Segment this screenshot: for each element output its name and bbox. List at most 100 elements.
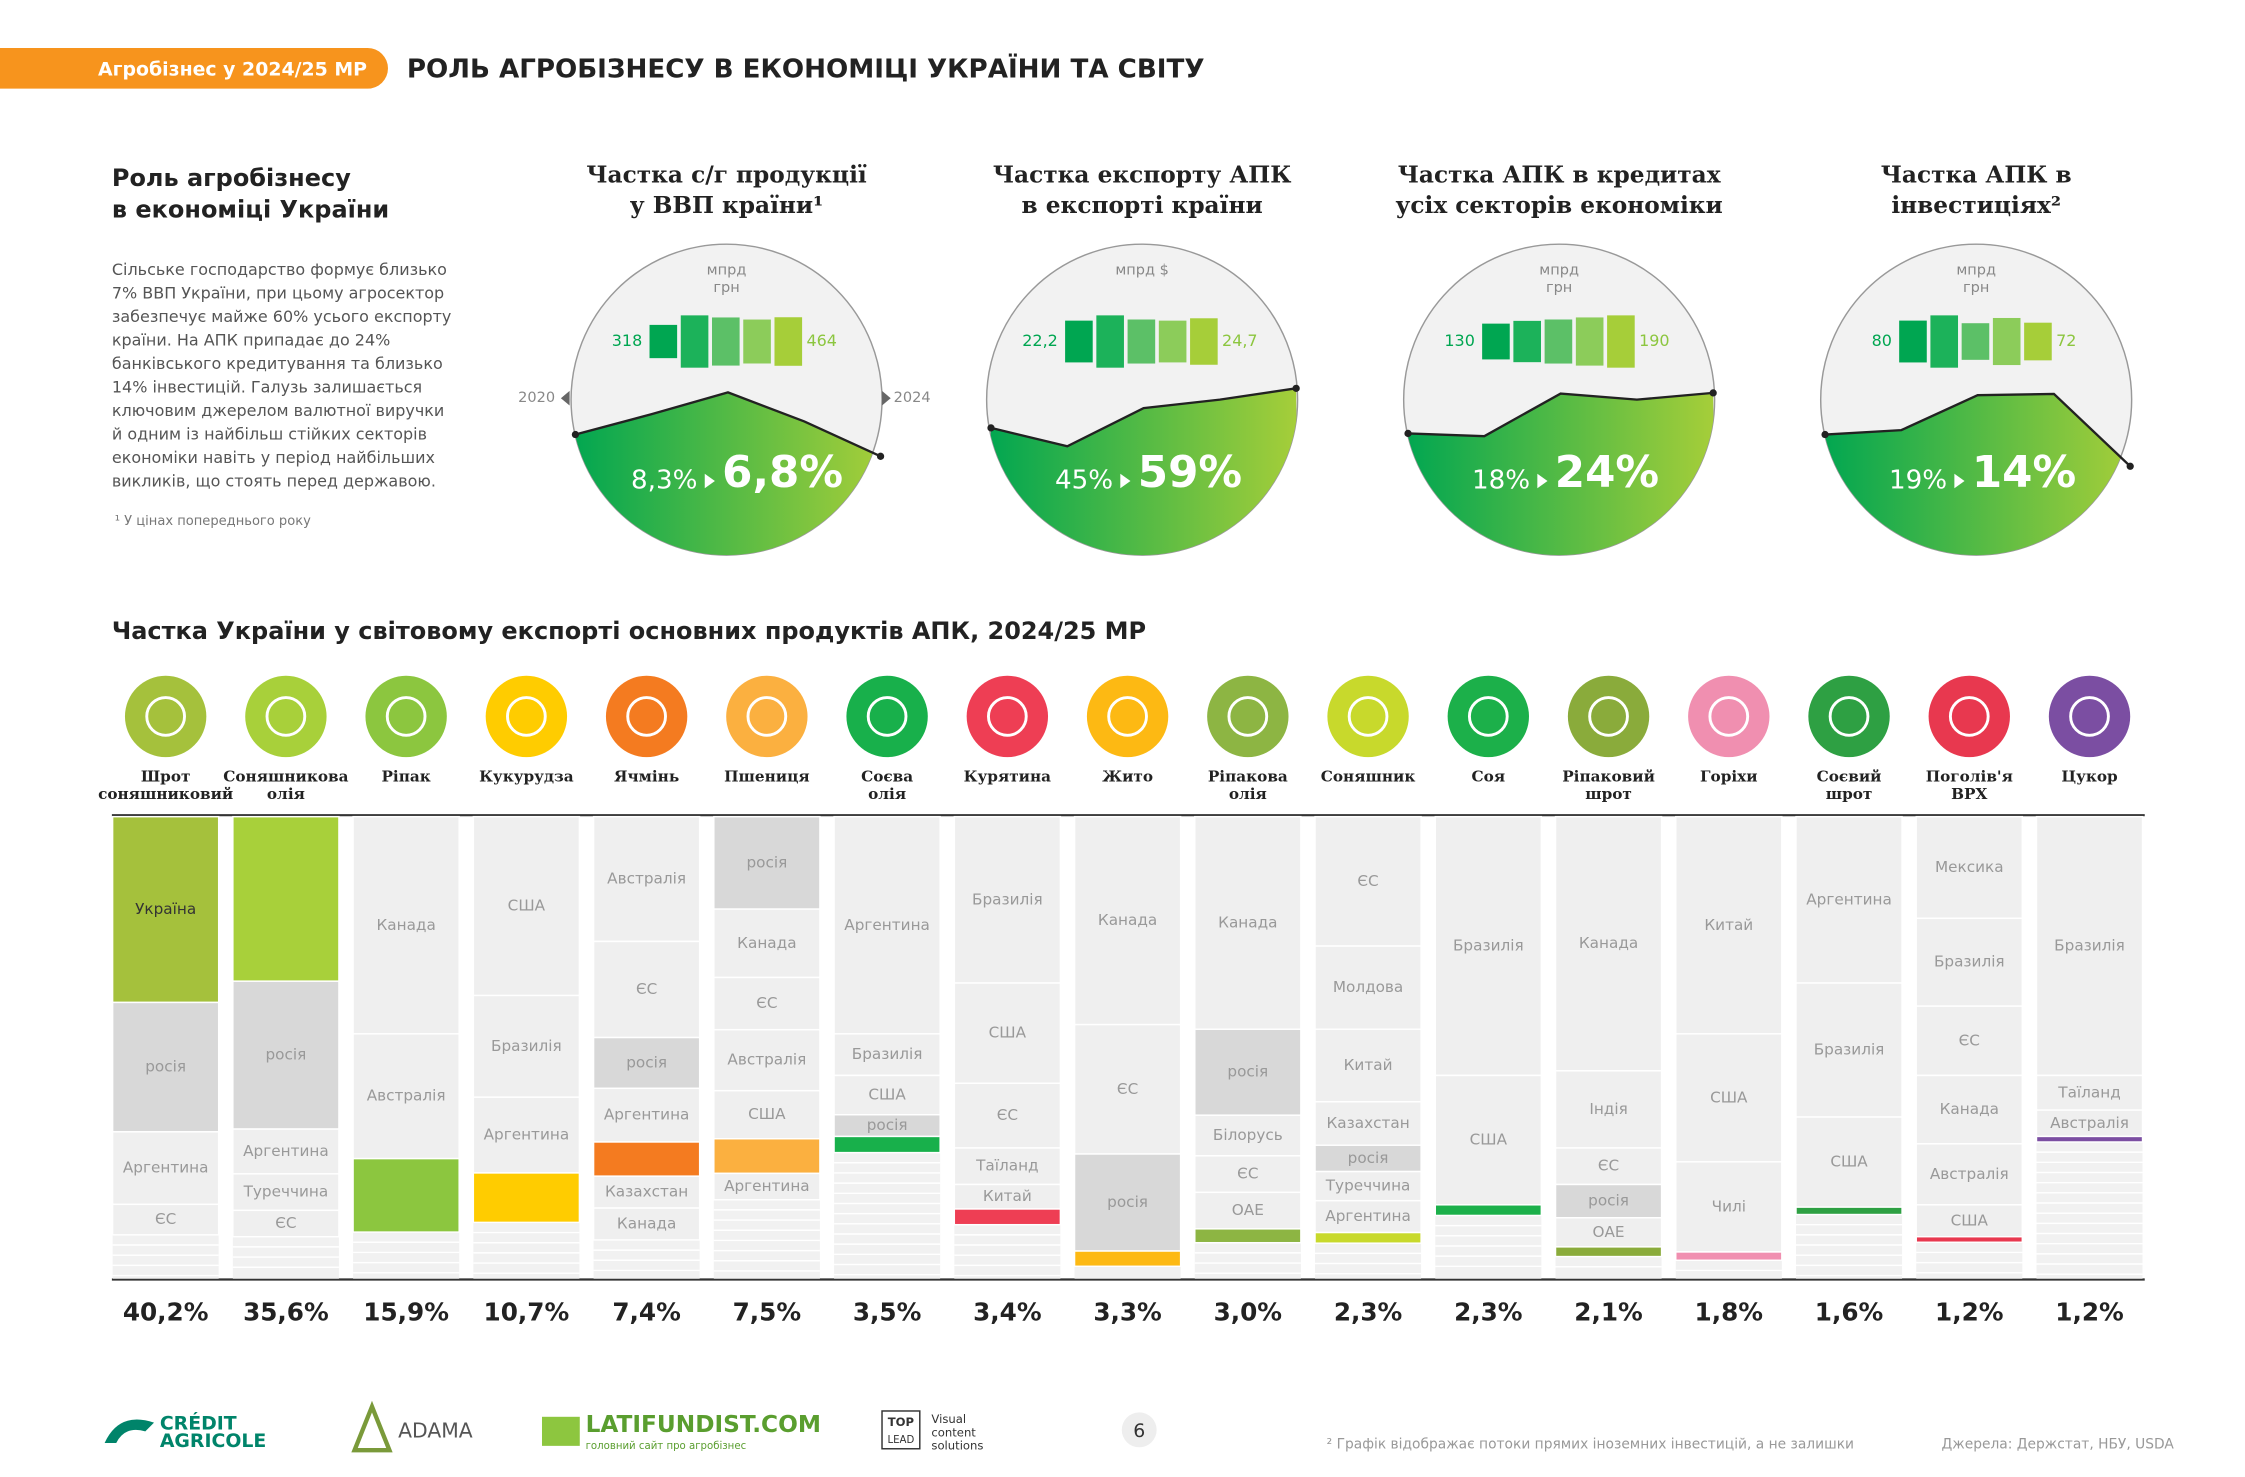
segment-label: Аргентина bbox=[604, 1106, 690, 1124]
share-label: 7,4% bbox=[612, 1298, 680, 1327]
header-tag: Агробізнес у 2024/25 МР bbox=[98, 58, 367, 80]
mini-bar bbox=[1158, 320, 1187, 363]
logo: ADAMA bbox=[398, 1418, 473, 1442]
segment-label: Молдова bbox=[1333, 978, 1403, 996]
product-name: шрот bbox=[1585, 785, 1632, 803]
segment-label: ОАЕ bbox=[1232, 1201, 1264, 1219]
bar-label: 24,7 bbox=[1222, 331, 1258, 350]
segment bbox=[1314, 1231, 1422, 1244]
segment bbox=[352, 1157, 460, 1233]
segment bbox=[111, 1001, 220, 1133]
segment-label: Туреччина bbox=[1325, 1177, 1411, 1195]
product-name: Жито bbox=[1102, 767, 1153, 785]
mini-bar bbox=[649, 324, 678, 359]
product-name: Ячмінь bbox=[614, 767, 679, 785]
icon-glyph bbox=[1107, 696, 1148, 737]
intro-title: в економіці України bbox=[112, 196, 389, 224]
segment bbox=[1554, 1183, 1663, 1219]
segment bbox=[1073, 1153, 1182, 1252]
segment bbox=[1314, 945, 1422, 1030]
icon-glyph bbox=[1708, 696, 1750, 737]
ca-mark bbox=[104, 1419, 155, 1443]
segment bbox=[1073, 1023, 1182, 1155]
segment-label: Казахстан bbox=[1326, 1114, 1409, 1132]
product-icon bbox=[1086, 675, 1169, 758]
segment-label: росія bbox=[1227, 1063, 1268, 1081]
share-label: 10,7% bbox=[484, 1298, 570, 1327]
share-label: 2,3% bbox=[1454, 1298, 1522, 1327]
product-name: Ріпак bbox=[381, 767, 430, 785]
circle-title: усіх секторів економіки bbox=[1396, 192, 1723, 219]
logo: content bbox=[931, 1425, 976, 1439]
product-icon bbox=[605, 675, 688, 758]
segment bbox=[1554, 1246, 1663, 1258]
trend-area bbox=[571, 392, 883, 556]
icon-glyph bbox=[1948, 696, 1990, 737]
mini-bar bbox=[1482, 323, 1510, 360]
segment-label: росія bbox=[867, 1116, 908, 1134]
intro-text: економіки навіть у період найбільших bbox=[112, 448, 435, 467]
mini-bar bbox=[1096, 315, 1124, 368]
product-name: соняшниковий bbox=[98, 785, 233, 803]
segment bbox=[2035, 1109, 2144, 1138]
segment-label: Китай bbox=[1704, 916, 1753, 934]
mini-bar bbox=[1575, 317, 1604, 366]
segment-label: Аргентина bbox=[1806, 890, 1892, 908]
segment-label: Аргентина bbox=[1325, 1207, 1411, 1225]
trend-line bbox=[1824, 392, 2132, 468]
segment-label: ЄС bbox=[756, 994, 777, 1012]
share-label: 35,6% bbox=[243, 1298, 329, 1327]
intro-text: 7% ВВП України, при цьому агросектор bbox=[112, 283, 444, 302]
segment bbox=[1795, 1206, 1903, 1216]
unit: грн bbox=[1963, 280, 1989, 296]
segment-label: ЄС bbox=[1598, 1157, 1619, 1175]
unit: мпрд bbox=[1956, 262, 1996, 278]
product-icon bbox=[1327, 675, 1409, 758]
product-name: Соняшникова bbox=[223, 767, 348, 785]
segment bbox=[1194, 1028, 1302, 1116]
product-icon bbox=[2048, 675, 2131, 758]
segment bbox=[713, 1172, 821, 1201]
product-icon bbox=[245, 675, 327, 758]
logo: solutions bbox=[931, 1438, 983, 1452]
segment-label: Бразилія bbox=[972, 890, 1043, 908]
segment-label: Білорусь bbox=[1213, 1126, 1283, 1144]
share-label: 40,2% bbox=[123, 1298, 209, 1327]
circle-title: інвестиціях² bbox=[1891, 192, 2061, 219]
segment bbox=[833, 1033, 941, 1077]
segment-label: Індія bbox=[1589, 1100, 1627, 1118]
segment-label: США bbox=[748, 1105, 786, 1123]
segment-label: Австралія bbox=[1930, 1165, 2009, 1183]
segment bbox=[472, 815, 581, 997]
segment-label: Аргентина bbox=[123, 1159, 209, 1177]
trend-end bbox=[571, 430, 580, 439]
footnote: ² Графік відображає потоки прямих інозем… bbox=[1327, 1436, 1854, 1452]
segment-label: Аргентина bbox=[484, 1126, 570, 1144]
intro-footnote: ¹ У цінах попереднього року bbox=[115, 514, 311, 529]
segment bbox=[1194, 1191, 1302, 1230]
segment bbox=[953, 815, 1062, 984]
segment-label: Бразилія bbox=[2054, 937, 2125, 955]
arrow bbox=[1120, 473, 1131, 489]
segment-label: росія bbox=[1588, 1192, 1629, 1210]
segment-label: Австралія bbox=[607, 870, 686, 888]
logo: Visual bbox=[931, 1412, 966, 1426]
icon-glyph bbox=[1588, 696, 1629, 737]
segment-label: Аргентина bbox=[724, 1177, 810, 1195]
product-name: Соєвий bbox=[1817, 767, 1882, 785]
segment bbox=[1314, 1199, 1422, 1234]
mini-bar bbox=[1127, 319, 1156, 364]
mini-bar bbox=[1961, 323, 1990, 360]
segment bbox=[472, 1172, 581, 1224]
segment bbox=[1554, 1217, 1663, 1248]
bar-label: 80 bbox=[1872, 331, 1892, 350]
product-name: олія bbox=[267, 785, 305, 803]
segment-label: Мексика bbox=[1935, 858, 2004, 876]
product-name: Цукор bbox=[2061, 767, 2118, 785]
intro-text: країни. На АПК припадає до 24% bbox=[112, 330, 390, 349]
unit: мпрд $ bbox=[1115, 262, 1169, 278]
trend-end bbox=[1821, 430, 1829, 439]
product-name: Соя bbox=[1472, 767, 1506, 785]
trend-end bbox=[876, 452, 885, 460]
trend-end-label: 6,8% bbox=[722, 448, 843, 498]
